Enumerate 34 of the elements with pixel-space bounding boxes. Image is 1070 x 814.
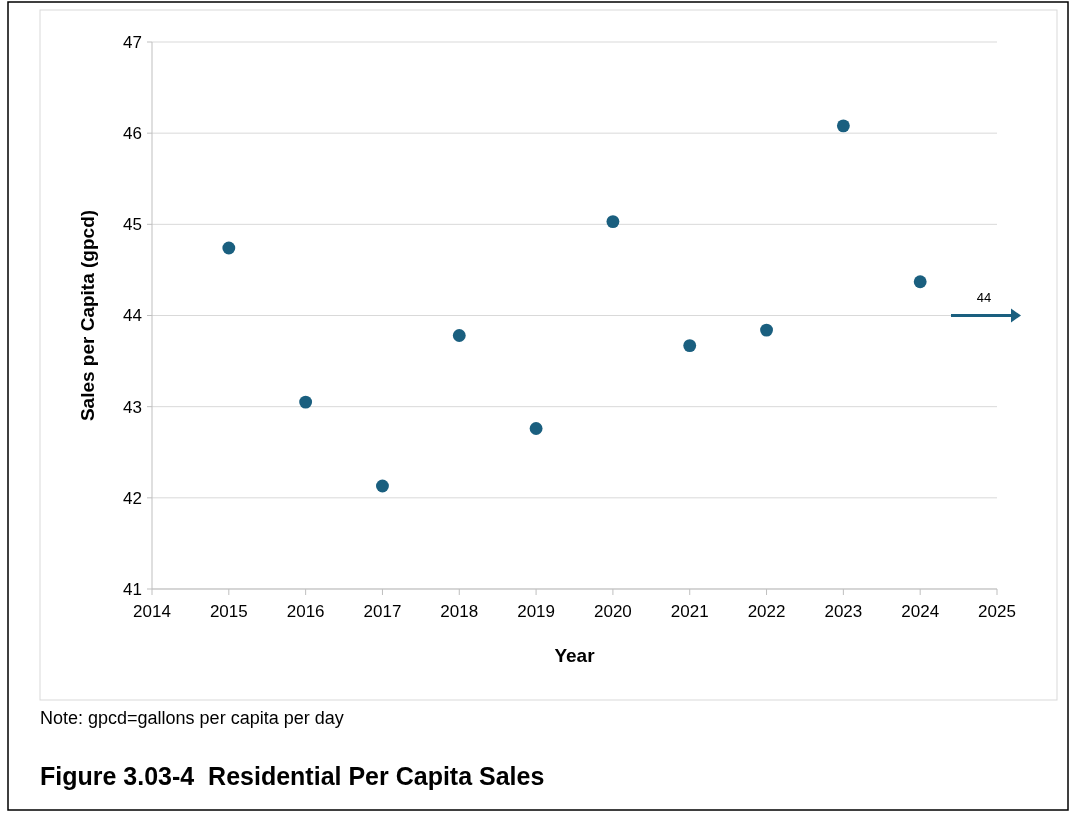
x-tick-label: 2022 — [747, 602, 786, 621]
y-axis-title: Sales per Capita (gpcd) — [77, 209, 98, 422]
point — [222, 241, 236, 255]
y-tick-label: 47 — [123, 32, 142, 52]
x-tick-label: 2024 — [901, 602, 940, 621]
x-tick-label: 2017 — [363, 602, 402, 621]
point — [376, 479, 389, 493]
x-tick-label: 2016 — [286, 602, 325, 621]
x-tick-label: 2023 — [824, 602, 863, 621]
point — [683, 339, 697, 353]
x-tick-label: 2014 — [133, 602, 171, 621]
point — [529, 422, 543, 435]
y-tick-label: 43 — [123, 397, 142, 417]
x-tick-label: 2020 — [594, 602, 632, 621]
text: Note: gpcd=gallons per capita per day — [40, 708, 344, 728]
x-tick-label: 2019 — [517, 602, 555, 621]
y-tick-label: 41 — [123, 579, 142, 599]
text: Figure 3.03-4 Residential Per Capita Sales — [40, 762, 545, 790]
x-tick-label: 2025 — [978, 602, 1016, 621]
point — [452, 329, 466, 342]
point — [606, 215, 620, 229]
y-tick-label: 45 — [123, 215, 142, 235]
point — [299, 395, 313, 409]
point — [836, 119, 850, 133]
point — [760, 323, 773, 337]
y-tick-label: 46 — [123, 124, 142, 144]
x-tick-label: 2015 — [209, 602, 248, 621]
x-tick-label: 2018 — [440, 602, 479, 621]
point — [913, 275, 927, 289]
y-tick-label: 44 — [123, 306, 142, 326]
ref-line-label: 44 — [976, 289, 992, 305]
x-axis-title: Year — [554, 645, 596, 666]
y-tick-label: 42 — [123, 488, 142, 508]
x-tick-label: 2021 — [670, 602, 709, 621]
